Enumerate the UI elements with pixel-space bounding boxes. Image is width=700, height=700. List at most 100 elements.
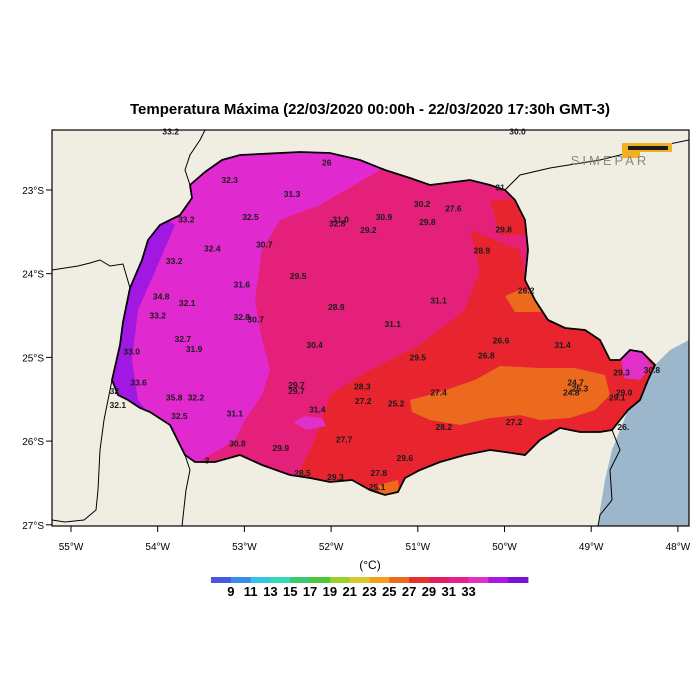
station-value: 31.4	[554, 340, 571, 350]
station-value: 28.9	[328, 302, 345, 312]
station-value: 29.2	[360, 225, 377, 235]
station-value: 29.5	[290, 271, 307, 281]
colorbar-swatch	[428, 577, 450, 583]
station-value: 27.4	[430, 388, 447, 398]
station-value: 30.7	[247, 315, 264, 325]
station-value: 35.8	[166, 393, 183, 403]
colorbar-tick-label: 25	[382, 584, 396, 599]
x-tick-label: 53°W	[232, 542, 257, 553]
station-value: 29.3	[613, 367, 630, 377]
station-value: 27.2	[506, 417, 523, 427]
station-value: 30.8	[644, 365, 661, 375]
station-value: 30.4	[306, 340, 323, 350]
station-value: 29.1	[609, 393, 626, 403]
station-value: 31.3	[284, 189, 301, 199]
plot-frame	[51, 129, 690, 527]
station-value: 26.6	[493, 336, 510, 346]
station-value: 32.5	[242, 212, 259, 222]
colorbar-tick-label: 27	[402, 584, 416, 599]
colorbar-swatch	[488, 577, 509, 583]
station-value: 28.3	[354, 382, 371, 392]
colorbar-tick-label: 13	[263, 584, 277, 599]
simepar-logo: SIMEPAR	[571, 143, 672, 168]
station-value: 31.6	[234, 280, 251, 290]
station-value: 33.2	[178, 214, 195, 224]
station-value: 33.0	[123, 347, 140, 357]
station-value: 33.2	[162, 126, 179, 136]
station-value: 26	[322, 157, 332, 167]
colorbar-swatch	[409, 577, 430, 583]
station-value: 30.9	[376, 212, 393, 222]
station-value: 25.1	[369, 482, 386, 492]
y-tick-label: 27°S	[22, 521, 44, 532]
colorbar-unit: (°C)	[359, 558, 381, 572]
station-value: 29.5	[410, 352, 427, 362]
y-tick-label: 26°S	[22, 437, 44, 448]
colorbar-swatch	[369, 577, 390, 583]
station-value: 33.2	[166, 256, 183, 266]
colorbar-swatch	[448, 577, 469, 583]
border-line	[184, 130, 206, 186]
border-line	[597, 429, 621, 526]
colorbar-swatch	[290, 577, 311, 583]
station-value: 32.3	[221, 175, 238, 185]
colorbar: 9 11 13 15 17 19 21 23 25 27 29 31 33	[211, 577, 529, 599]
colorbar-swatch	[230, 577, 252, 583]
x-tick-label: 52°W	[319, 542, 344, 553]
colorbar-tick-label: 17	[303, 584, 317, 599]
station-value: 28.2	[436, 422, 453, 432]
y-tick-label: 24°S	[22, 270, 44, 281]
ocean-area	[598, 340, 689, 526]
station-value: 28.5	[294, 468, 311, 478]
y-tick-label: 23°S	[22, 186, 44, 197]
station-value: 27.2	[355, 396, 372, 406]
x-tick-label: 54°W	[145, 542, 170, 553]
colorbar-swatch	[349, 577, 370, 583]
station-value: 29.9	[273, 443, 290, 453]
border-line	[52, 379, 113, 523]
colorbar-tick-label: 19	[323, 584, 337, 599]
colorbar-tick-label: 29	[422, 584, 436, 599]
y-axis: 23°S 24°S 25°S 26°S 27°S	[22, 186, 52, 532]
station-value: 32.4	[204, 244, 221, 254]
station-value: 34.8	[153, 291, 170, 301]
colorbar-swatch	[468, 577, 489, 583]
station-value: 26.2	[518, 285, 535, 295]
station-value: 31.1	[384, 319, 401, 329]
station-value: 26.	[617, 422, 629, 432]
colorbar-tick-label: 15	[283, 584, 297, 599]
colorbar-tick-label: 31	[442, 584, 456, 599]
station-value: 32.1	[110, 400, 127, 410]
station-value: 32.2	[188, 393, 205, 403]
station-value: 32.8	[234, 312, 251, 322]
station-value: 32.1	[179, 298, 196, 308]
station-value: 24.8	[563, 388, 580, 398]
station-value: 32.8	[329, 218, 346, 228]
x-tick-label: 50°W	[492, 542, 517, 553]
station-value: 29.3	[327, 472, 344, 482]
border-line	[181, 454, 191, 526]
station-value: 3	[205, 455, 210, 465]
station-value: 29.6	[397, 453, 414, 463]
station-value: 26.8	[478, 351, 495, 361]
station-value: 29.0	[616, 388, 633, 398]
logo-text: SIMEPAR	[571, 153, 650, 168]
station-value: 33.2	[149, 311, 166, 321]
x-tick-label: 48°W	[666, 542, 691, 553]
colorbar-swatch	[250, 577, 271, 583]
station-value: 31.1	[430, 295, 447, 305]
station-value: 31.4	[309, 404, 326, 414]
station-value: 27.6	[445, 203, 462, 213]
colorbar-tick-label: 9	[227, 584, 234, 599]
station-value: 29.7	[288, 380, 305, 390]
colorbar-swatch	[389, 577, 410, 583]
colorbar-swatch	[329, 577, 351, 583]
colorbar-swatch	[270, 577, 291, 583]
station-value: 32	[110, 386, 120, 396]
station-value: 27.7	[336, 434, 353, 444]
station-value: 24.7	[567, 378, 584, 388]
station-value: 30.7	[256, 239, 273, 249]
station-value: 28.9	[474, 245, 491, 255]
station-value: 30.8	[229, 439, 246, 449]
